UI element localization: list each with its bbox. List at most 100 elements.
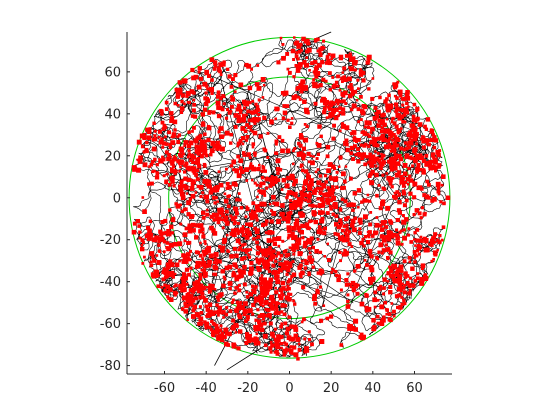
event-marker bbox=[302, 99, 307, 104]
event-marker bbox=[298, 98, 302, 101]
event-marker bbox=[342, 90, 348, 96]
event-marker bbox=[191, 167, 197, 173]
event-marker bbox=[219, 337, 225, 343]
event-marker bbox=[232, 262, 238, 268]
event-marker bbox=[249, 128, 253, 132]
event-marker bbox=[264, 308, 268, 312]
event-marker bbox=[291, 260, 295, 263]
event-marker bbox=[341, 80, 344, 83]
event-marker bbox=[203, 298, 208, 303]
event-marker bbox=[316, 180, 322, 186]
event-marker bbox=[415, 228, 420, 232]
event-marker bbox=[295, 87, 299, 91]
event-marker bbox=[262, 115, 267, 120]
event-marker bbox=[201, 121, 205, 125]
event-marker bbox=[282, 353, 287, 357]
event-marker bbox=[266, 156, 270, 159]
event-marker bbox=[290, 175, 295, 181]
event-marker bbox=[301, 236, 305, 240]
event-marker bbox=[343, 249, 347, 253]
event-marker bbox=[198, 305, 202, 309]
event-marker bbox=[318, 231, 322, 235]
event-marker bbox=[185, 94, 189, 98]
event-marker bbox=[362, 244, 366, 248]
event-marker bbox=[320, 45, 324, 50]
event-marker bbox=[297, 251, 302, 255]
event-marker bbox=[168, 143, 172, 147]
event-marker bbox=[348, 93, 353, 99]
event-marker bbox=[338, 89, 342, 92]
event-marker bbox=[202, 295, 206, 300]
event-marker bbox=[291, 272, 297, 277]
event-marker bbox=[359, 95, 363, 99]
event-marker bbox=[345, 237, 350, 242]
event-marker bbox=[308, 69, 311, 72]
event-marker bbox=[412, 102, 417, 107]
event-marker bbox=[194, 144, 199, 149]
event-marker bbox=[211, 212, 217, 218]
event-marker bbox=[220, 269, 225, 274]
event-marker bbox=[183, 102, 186, 106]
event-marker bbox=[413, 260, 417, 264]
event-marker bbox=[162, 267, 167, 272]
event-marker bbox=[188, 294, 194, 299]
event-marker bbox=[389, 163, 394, 168]
event-marker bbox=[207, 259, 212, 265]
event-marker bbox=[421, 139, 426, 144]
event-marker bbox=[218, 209, 223, 213]
event-marker bbox=[432, 157, 438, 163]
event-marker bbox=[294, 218, 299, 223]
event-marker bbox=[169, 167, 174, 172]
event-marker bbox=[389, 268, 394, 274]
event-marker bbox=[281, 43, 285, 46]
event-marker bbox=[193, 296, 198, 301]
event-marker bbox=[236, 141, 241, 146]
event-marker bbox=[163, 218, 168, 223]
event-marker bbox=[429, 137, 435, 142]
event-marker bbox=[361, 78, 366, 83]
event-marker bbox=[217, 313, 220, 317]
event-marker bbox=[153, 273, 159, 278]
event-marker bbox=[203, 143, 207, 147]
event-marker bbox=[161, 277, 166, 282]
event-marker bbox=[159, 108, 163, 113]
event-marker bbox=[278, 262, 283, 266]
event-marker bbox=[363, 125, 367, 129]
event-marker bbox=[237, 105, 242, 110]
event-marker bbox=[345, 147, 350, 153]
event-marker bbox=[236, 346, 241, 351]
event-marker bbox=[353, 135, 356, 139]
event-marker bbox=[314, 170, 318, 174]
event-marker bbox=[386, 230, 392, 236]
event-marker bbox=[369, 140, 373, 144]
event-marker bbox=[397, 293, 402, 298]
event-marker bbox=[268, 282, 273, 287]
event-marker bbox=[368, 222, 372, 227]
event-marker bbox=[337, 114, 340, 117]
event-marker bbox=[183, 176, 188, 181]
event-marker bbox=[329, 191, 335, 196]
event-marker bbox=[204, 91, 208, 95]
event-marker bbox=[284, 249, 288, 252]
event-marker bbox=[310, 61, 314, 65]
event-marker bbox=[264, 286, 268, 291]
event-marker bbox=[149, 251, 155, 256]
event-marker bbox=[176, 104, 180, 107]
event-marker bbox=[318, 285, 323, 289]
event-marker bbox=[295, 223, 300, 227]
event-marker bbox=[357, 205, 360, 209]
event-marker bbox=[194, 149, 200, 154]
event-marker bbox=[289, 345, 293, 349]
event-marker bbox=[179, 165, 182, 169]
event-marker bbox=[188, 197, 193, 201]
event-marker bbox=[329, 207, 333, 211]
event-marker bbox=[167, 153, 171, 157]
event-marker bbox=[242, 153, 246, 157]
event-marker bbox=[436, 189, 441, 194]
event-marker bbox=[298, 211, 302, 216]
event-marker bbox=[322, 304, 326, 307]
event-marker bbox=[397, 89, 403, 95]
event-marker bbox=[218, 294, 223, 298]
event-marker bbox=[148, 127, 152, 130]
event-marker bbox=[273, 327, 277, 331]
